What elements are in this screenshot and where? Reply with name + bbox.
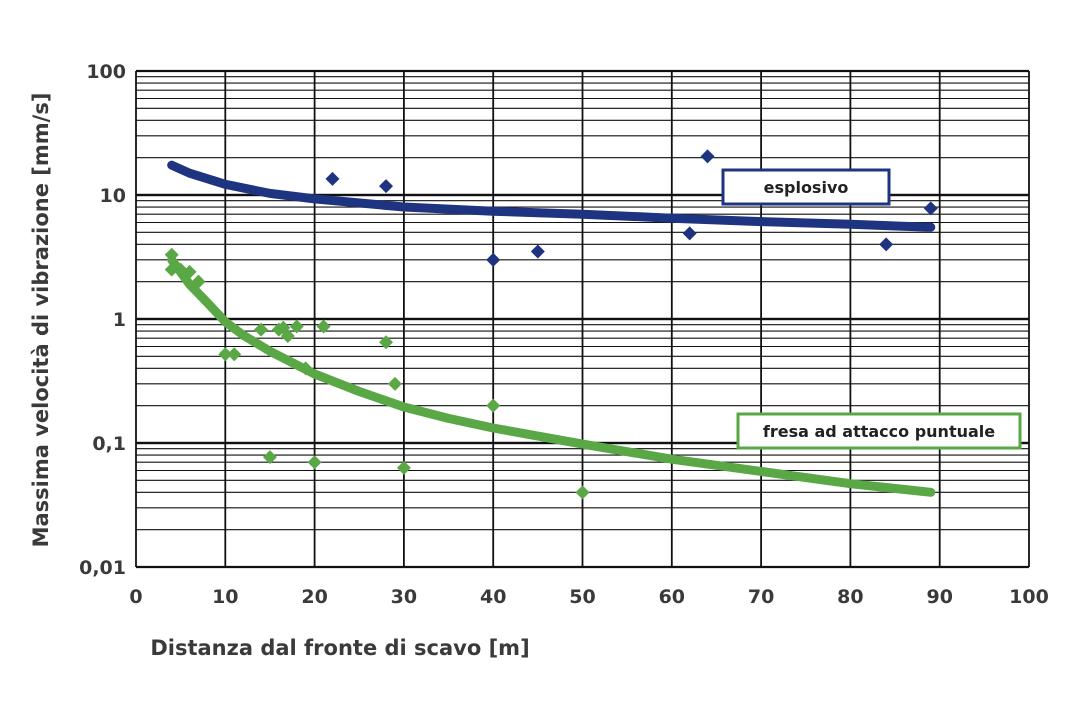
x-tick-label: 80 — [837, 586, 863, 608]
x-tick-label: 60 — [659, 586, 685, 608]
y-tick-label: 1 — [113, 309, 126, 331]
data-point-series-1 — [164, 262, 179, 277]
data-points — [164, 149, 938, 500]
legend-label-esplosivo: esplosivo — [764, 178, 849, 197]
data-point-series-1 — [164, 247, 179, 262]
legend-box-esplosivo — [721, 168, 891, 206]
data-point-series-1 — [316, 319, 331, 334]
y-axis-label: Massima velocità di vibrazione [mm/s] — [29, 93, 53, 548]
data-point-series-1 — [182, 264, 197, 279]
x-tick-label: 20 — [301, 586, 327, 608]
trend-line-series-1 — [167, 255, 936, 497]
grid-lines — [135, 69, 1030, 569]
legend-box-fresa — [736, 412, 1022, 450]
tick-labels: 0 10 20 30 40 50 60 70 80 90 100 0,01 0,1 1 10 100 — [79, 61, 1049, 608]
y-tick-label: 0,01 — [79, 557, 126, 579]
data-point-series-0 — [530, 244, 545, 259]
data-point-series-0 — [879, 237, 894, 252]
data-point-series-0 — [379, 179, 394, 194]
legend-esplosivo: esplosivo — [721, 168, 891, 206]
x-tick-label: 0 — [129, 586, 142, 608]
data-point-series-1 — [307, 455, 322, 470]
data-point-series-0 — [923, 201, 938, 216]
legend-fresa: fresa ad attacco puntuale — [736, 412, 1022, 450]
data-point-series-1 — [575, 485, 590, 500]
data-point-series-1 — [289, 319, 304, 334]
data-point-series-1 — [486, 398, 501, 413]
data-point-series-1 — [254, 322, 269, 337]
data-point-series-1 — [218, 347, 233, 362]
data-point-series-0 — [682, 226, 697, 241]
data-point-series-1 — [280, 328, 295, 343]
trend-line-series-0 — [167, 160, 936, 232]
data-point-series-1 — [191, 274, 206, 289]
x-tick-label: 90 — [926, 586, 952, 608]
data-point-series-1 — [396, 460, 411, 475]
y-tick-label: 100 — [86, 61, 126, 83]
data-point-series-1 — [227, 347, 242, 362]
trend-lines — [167, 160, 936, 497]
data-point-series-1 — [387, 376, 402, 391]
x-tick-label: 50 — [569, 586, 595, 608]
y-tick-label: 0,1 — [92, 433, 126, 455]
data-point-series-0 — [325, 171, 340, 186]
x-axis-label: Distanza dal fronte di scavo [m] — [150, 636, 529, 660]
x-tick-label: 100 — [1009, 586, 1049, 608]
data-point-series-1 — [262, 450, 277, 465]
x-tick-label: 30 — [391, 586, 417, 608]
legend-label-fresa: fresa ad attacco puntuale — [763, 422, 995, 441]
data-point-series-0 — [700, 149, 715, 164]
x-tick-label: 70 — [748, 586, 774, 608]
x-tick-label: 10 — [212, 586, 238, 608]
y-tick-label: 10 — [100, 185, 126, 207]
data-point-series-1 — [298, 361, 313, 376]
data-point-series-1 — [379, 335, 394, 350]
x-tick-label: 40 — [480, 586, 506, 608]
data-point-series-0 — [486, 252, 501, 267]
